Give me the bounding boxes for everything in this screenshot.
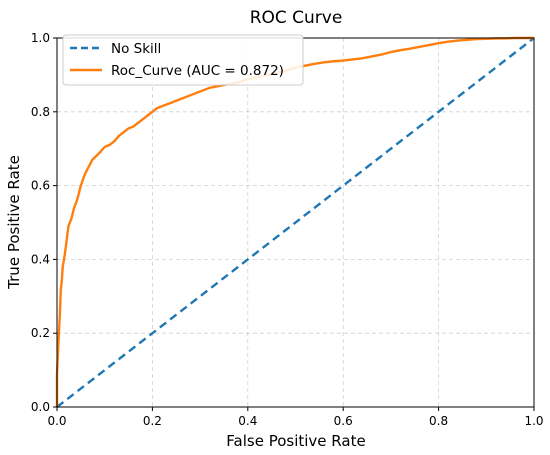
x-tick-label: 0.8 bbox=[429, 414, 448, 428]
x-tick-label: 0.0 bbox=[47, 414, 66, 428]
x-axis-title: False Positive Rate bbox=[226, 432, 365, 450]
y-tick-label: 1.0 bbox=[31, 31, 50, 45]
legend-label-no-skill: No Skill bbox=[111, 41, 161, 57]
y-tick-label: 0.6 bbox=[31, 179, 50, 193]
y-tick-label: 0.4 bbox=[31, 252, 50, 266]
y-tick-label: 0.2 bbox=[31, 326, 50, 340]
x-tick-label: 0.4 bbox=[238, 414, 257, 428]
legend-box bbox=[62, 34, 304, 86]
x-tick-label: 0.6 bbox=[334, 414, 353, 428]
y-tick-label: 0.8 bbox=[31, 105, 50, 119]
x-tick-label: 0.2 bbox=[143, 414, 162, 428]
legend: No Skill Roc_Curve (AUC = 0.872) bbox=[62, 34, 304, 86]
chart-title: ROC Curve bbox=[250, 8, 343, 28]
series-layer bbox=[55, 36, 535, 408]
roc-curve-line bbox=[55, 36, 534, 407]
y-tick-label: 0.0 bbox=[31, 400, 50, 414]
no-skill-line bbox=[56, 37, 535, 408]
legend-label-roc-curve: Roc_Curve (AUC = 0.872) bbox=[111, 63, 284, 79]
ticks: 0.0 0.2 0.4 0.6 0.8 1.0 0.0 0.2 0.4 0.6 0.8 1.0 bbox=[31, 31, 544, 428]
y-axis-title: True Positive Rate bbox=[5, 155, 23, 290]
x-tick-label: 1.0 bbox=[524, 414, 543, 428]
